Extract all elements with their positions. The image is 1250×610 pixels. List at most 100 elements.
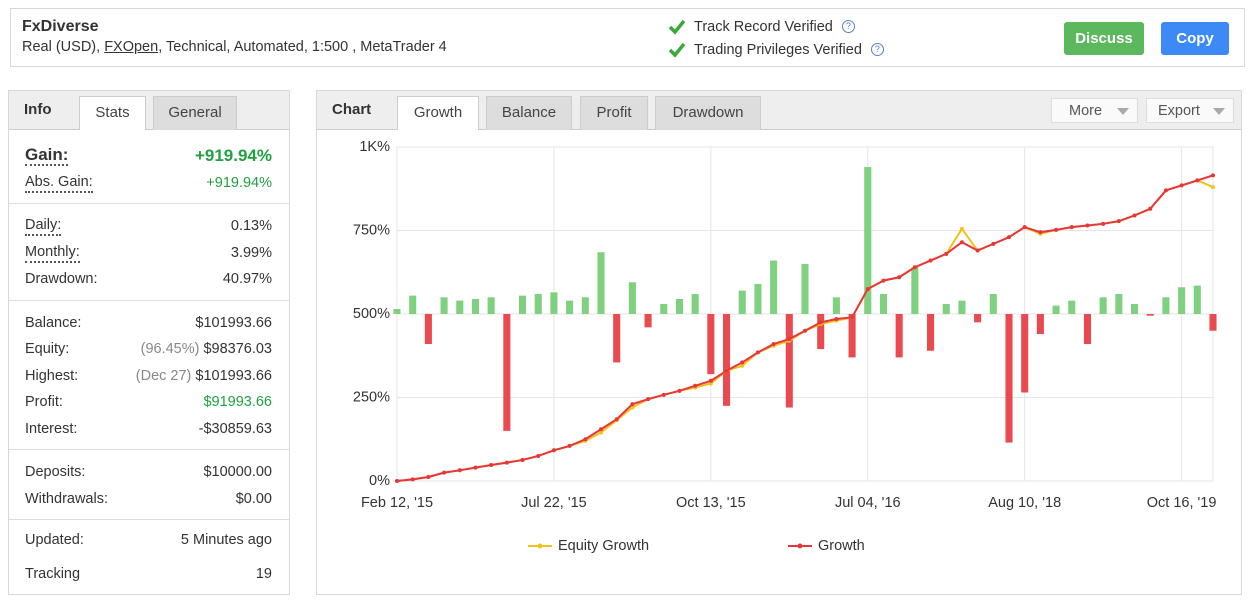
daily-bar (1209, 314, 1217, 331)
point (959, 240, 964, 245)
stats-label: Deposits: (25, 464, 86, 480)
chart-tabs: Chart Growth Balance Profit Drawdown Mor… (317, 91, 1241, 130)
point (1132, 213, 1137, 218)
verified-list: Track Record Verified? Trading Privileges… (668, 15, 884, 61)
stats-value-wrap: (Dec 27) $101993.66 (136, 363, 272, 390)
daily-bar (487, 297, 495, 314)
stats-tab[interactable]: Stats (79, 96, 146, 130)
x-tick-label: Oct 13, '15 (676, 495, 746, 511)
stats-label: Highest: (25, 367, 79, 384)
chart-tab[interactable]: Balance (486, 96, 572, 130)
point (724, 368, 729, 373)
info-tab[interactable]: Info (24, 101, 52, 118)
daily-bar (1021, 314, 1029, 393)
y-tick-label: 1K% (359, 139, 390, 155)
stats-label: Gain: (25, 145, 69, 167)
daily-bar (503, 314, 511, 431)
copy-button[interactable]: Copy (1161, 22, 1229, 55)
stats-label: Balance: (25, 314, 82, 331)
export-menu[interactable]: Export (1146, 98, 1234, 123)
daily-bar (534, 293, 542, 314)
subtitle-text: , Technical, Automated, 1:500 , MetaTrad… (158, 39, 447, 55)
chart-tab[interactable]: Profit (580, 96, 648, 130)
legend-label: Equity Growth (558, 538, 649, 554)
stats-group: Gain: +919.94% Abs. Gain: +919.94% (9, 134, 289, 204)
help-icon: ? (841, 20, 855, 33)
stats-value: 0.13% (230, 218, 272, 234)
discuss-button[interactable]: Discuss (1064, 22, 1144, 55)
y-tick-label: 750% (353, 222, 390, 238)
stats-value-wrap: 19 (256, 561, 272, 588)
stats-value-wrap: 0.13% (231, 213, 272, 240)
point (614, 417, 619, 422)
daily-bar (1052, 305, 1060, 314)
stats-value: 40.97% (222, 271, 272, 287)
point (693, 383, 698, 388)
stats-row: Equity: (96.45%) $98376.03 (9, 336, 289, 363)
stats-value: $98376.03 (203, 341, 272, 357)
daily-bar (1146, 314, 1154, 316)
point (708, 378, 713, 383)
chart-tab[interactable]: Growth (397, 96, 479, 130)
stats-row: Monthly: 3.99% (9, 240, 289, 267)
chart-tab[interactable]: Drawdown (655, 96, 761, 130)
daily-bar (519, 295, 527, 314)
stats-value-wrap: 40.97% (223, 266, 272, 293)
daily-bar (1036, 314, 1044, 335)
point (1195, 178, 1200, 183)
daily-bar (550, 292, 558, 314)
general-tab[interactable]: General (153, 96, 237, 130)
more-menu[interactable]: More (1051, 98, 1138, 123)
point (520, 457, 525, 462)
daily-bar (1099, 297, 1107, 314)
y-tick-label: 0% (369, 473, 390, 489)
daily-bar (597, 252, 605, 314)
point (912, 265, 917, 270)
point (944, 251, 949, 256)
info-panel: Info Stats General Gain: +919.94% Abs. Gai… (8, 90, 290, 595)
stats-value: +919.94% (194, 146, 272, 165)
point (1054, 227, 1059, 232)
stats-list: Gain: +919.94% Abs. Gain: +919.94% Daily: 0.1… (9, 134, 289, 594)
point (1179, 183, 1184, 188)
point (1163, 188, 1168, 193)
stats-label: Updated: (25, 532, 84, 548)
daily-bar (644, 314, 652, 328)
daily-bar (471, 298, 479, 314)
stats-note: (96.45%) (140, 341, 200, 357)
daily-bar (440, 297, 448, 314)
daily-bar (723, 314, 731, 406)
point (991, 241, 996, 246)
point (755, 350, 760, 355)
point (630, 402, 635, 407)
stats-value: $0.00 (235, 490, 272, 507)
point (536, 453, 541, 458)
point (1069, 225, 1074, 230)
stats-value-wrap: 3.99% (231, 240, 272, 267)
stats-value-wrap: +919.94% (195, 143, 272, 170)
point (897, 275, 902, 280)
broker-link[interactable]: FXOpen (104, 39, 159, 55)
point (395, 479, 399, 483)
stats-value: $101993.66 (195, 314, 272, 331)
point (928, 258, 933, 263)
point (1211, 173, 1215, 178)
stats-value-wrap: (96.45%) $98376.03 (141, 336, 272, 363)
point (646, 397, 651, 402)
daily-bar (409, 295, 417, 314)
point (975, 248, 980, 253)
point (426, 474, 431, 479)
point (661, 392, 666, 397)
stats-value: -$30859.63 (198, 420, 272, 437)
check (668, 42, 686, 58)
stats-row: Withdrawals: $0.00 (9, 486, 289, 513)
x-tick-label: Jul 22, '15 (521, 495, 587, 511)
legend-marker (537, 543, 543, 549)
point (959, 226, 964, 231)
point (599, 427, 603, 432)
point (834, 317, 839, 322)
stats-value: $10000.00 (203, 464, 272, 480)
check-icon (668, 19, 686, 35)
info-tabs: Info Stats General (9, 91, 289, 130)
